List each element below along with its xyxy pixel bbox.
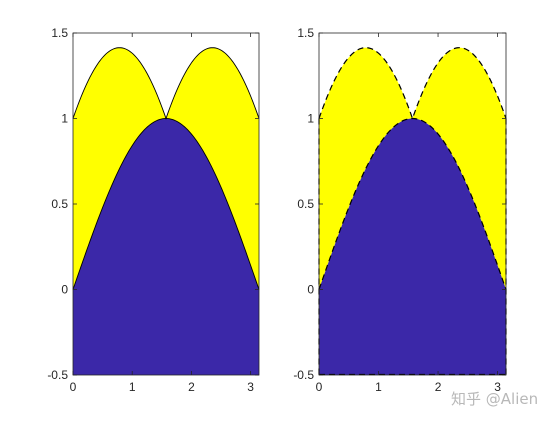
y-tick-label: 1 <box>61 112 68 126</box>
area-series-lower <box>319 118 506 375</box>
series-line-lower <box>72 118 260 290</box>
x-tick-label: 3 <box>247 380 254 394</box>
x-tick-label: 3 <box>494 380 501 394</box>
y-tick-label: 0.5 <box>51 197 68 211</box>
x-tick-label: 1 <box>375 380 382 394</box>
series-line-lower <box>318 117 507 290</box>
area-series-upper <box>73 47 259 290</box>
y-tick-label: 0 <box>61 283 68 297</box>
y-tick-label: -0.5 <box>293 368 314 382</box>
y-tick-label: 0.5 <box>297 197 314 211</box>
y-tick-label: -0.5 <box>47 368 68 382</box>
x-tick-label: 2 <box>188 380 195 394</box>
series-line-upper <box>318 47 507 121</box>
watermark-text: 知乎 @Alien <box>451 390 539 408</box>
y-tick-label: 1 <box>307 112 314 126</box>
area-series-upper <box>319 47 506 290</box>
x-tick-label: 0 <box>316 380 323 394</box>
x-tick-label: 0 <box>70 380 77 394</box>
chart-panel-1: -0.500.511.50 1 2 3 <box>47 26 260 394</box>
y-tick-label: 1.5 <box>297 26 314 40</box>
x-tick-label: 2 <box>435 380 442 394</box>
x-tick-label: 1 <box>129 380 136 394</box>
y-tick-label: 0 <box>307 283 314 297</box>
area-series-lower <box>73 118 259 375</box>
chart-panel-2: -0.500.511.50 1 2 3 <box>293 26 507 394</box>
y-tick-label: 1.5 <box>51 26 68 40</box>
